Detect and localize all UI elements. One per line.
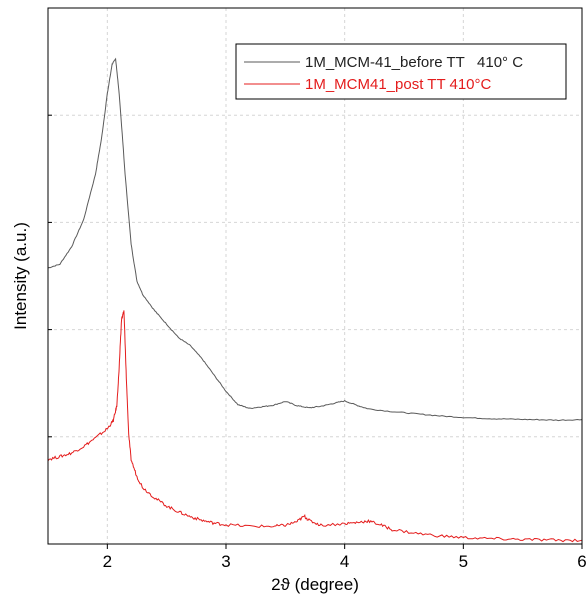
series-line-before — [47, 57, 583, 422]
x-axis-title: 2ϑ (degree) — [271, 575, 359, 594]
legend-entry-before: 1M_MCM-41_before TT 410° C — [305, 54, 523, 71]
y-axis-title: Intensity (a.u.) — [11, 222, 30, 330]
grid-lines — [48, 8, 583, 544]
x-tick-label: 5 — [459, 552, 468, 571]
x-tick-label: 3 — [221, 552, 230, 571]
series-line-post — [47, 310, 583, 543]
legend: 1M_MCM-41_before TT 410° C 1M_MCM41_post… — [235, 43, 567, 100]
legend-box — [235, 43, 567, 100]
legend-entry-post: 1M_MCM41_post TT 410°C — [305, 76, 492, 93]
plot-frame — [47, 7, 583, 545]
x-tick-label: 2 — [103, 552, 112, 571]
series-layer — [47, 57, 583, 543]
x-axis-ticks: 2 3 4 5 6 — [48, 114, 587, 571]
x-tick-label: 4 — [340, 552, 349, 571]
x-tick-label: 6 — [577, 552, 586, 571]
